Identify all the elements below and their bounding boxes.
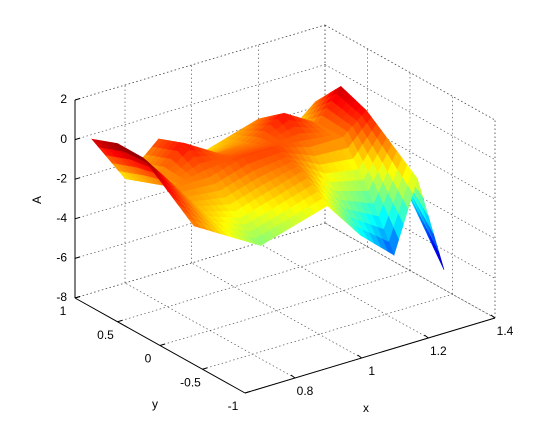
z-tick xyxy=(74,177,81,180)
grid-line xyxy=(324,24,496,121)
z-tick-label: 2 xyxy=(60,92,67,106)
grid-line xyxy=(324,64,496,160)
y-axis-label: y xyxy=(152,397,158,411)
z-tick-label: -6 xyxy=(56,251,67,265)
grid-line xyxy=(74,24,326,101)
y-tick-label: -1 xyxy=(228,399,239,413)
grid-line xyxy=(191,262,362,359)
y-tick xyxy=(74,296,81,299)
grid-line xyxy=(74,222,326,299)
y-tick-label: 1 xyxy=(60,304,67,318)
z-tick xyxy=(74,216,81,220)
y-tick xyxy=(244,391,251,394)
x-tick-label: 1 xyxy=(368,364,375,378)
surface-patch xyxy=(433,241,445,270)
x-tick xyxy=(357,354,362,359)
y-tick xyxy=(202,367,208,370)
surface-patch xyxy=(188,218,202,229)
y-tick-label: -0.5 xyxy=(180,375,201,389)
x-axis xyxy=(244,317,496,394)
z-tick-label: -8 xyxy=(56,290,67,304)
y-tick-label: 0.5 xyxy=(97,328,114,342)
y-tick-label: 0 xyxy=(145,352,152,366)
z-tick-label: 0 xyxy=(60,132,67,146)
y-tick xyxy=(159,343,166,346)
z-axis-label: A xyxy=(30,196,44,204)
x-tick-label: 1.4 xyxy=(497,324,514,338)
grid-line xyxy=(117,246,368,323)
grid-line xyxy=(159,270,411,346)
z-tick xyxy=(74,256,81,259)
grid-line xyxy=(258,242,429,339)
x-tick xyxy=(290,374,296,379)
z-tick xyxy=(74,137,81,141)
x-tick-label: 1.2 xyxy=(430,344,447,358)
x-tick xyxy=(490,314,496,319)
z-tick xyxy=(74,98,81,101)
z-tick-label: -2 xyxy=(56,171,67,185)
z-tick-label: -4 xyxy=(56,211,67,225)
y-tick xyxy=(117,319,123,323)
grid-line xyxy=(74,222,326,299)
grid-line xyxy=(202,293,453,370)
x-tick-label: 0.8 xyxy=(297,384,314,398)
x-tick xyxy=(424,334,429,339)
x-axis-label: x xyxy=(363,401,369,415)
box-edge xyxy=(74,24,326,101)
